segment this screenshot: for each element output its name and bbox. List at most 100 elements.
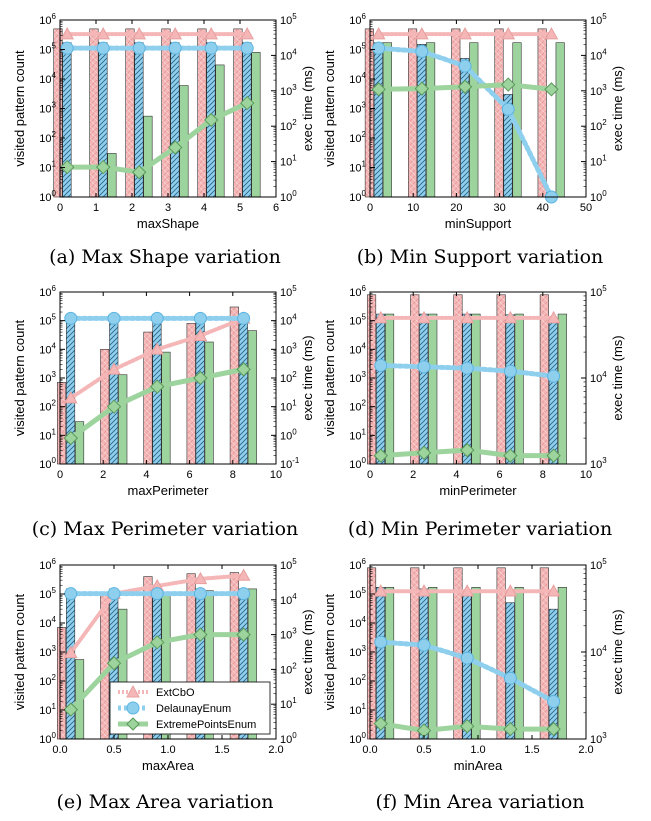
point-ExtCbO-3 [503,310,518,324]
bar-DelaunayEnum-1 [419,588,429,740]
bar-DelaunayEnum-1 [417,44,427,198]
y-tick-label: 102 [39,673,56,688]
bar-DelaunayEnum-3 [505,602,515,740]
x-tick-label: 2.0 [578,744,593,756]
x-tick-label: 0 [367,469,373,481]
y-tick-label: 104 [39,71,56,86]
point-DelaunayEnum-1 [96,41,110,55]
x-tick-label: 4 [453,469,459,481]
point-ExtCbO-3 [193,328,208,341]
legend-label: DelaunayEnum [156,703,231,715]
x-tick-label: 0 [57,469,63,481]
y-tick-label: 104 [349,71,366,86]
point-DelaunayEnum-4 [547,369,561,383]
bar-ExtremePointsEnum-1 [428,587,438,740]
bar-ExtremePointsEnum-0 [384,313,395,465]
point-DelaunayEnum-1 [417,360,431,374]
x-tick-label: 30 [493,202,505,214]
bar-ExtremePointsEnum-0 [384,587,395,740]
y-tick-label: 104 [349,615,366,630]
bar-ExtremePointsEnum-2 [143,115,153,198]
y2-tick-label: 101 [280,696,297,711]
y2-axis-title: exec time (ms) [610,609,625,694]
legend-marker-ExtremePointsEnum [126,717,140,731]
bar-ExtremePointsEnum-3 [514,587,524,740]
panel-caption: (e) Max Area variation [57,791,274,813]
y2-tick-label: 101 [280,399,297,414]
point-DelaunayEnum-0 [374,635,388,649]
point-ExtremePointsEnum-5 [239,95,255,111]
x-tick-label: 6 [497,469,503,481]
y2-tick-label: 100 [280,427,297,442]
y-tick-label: 105 [349,586,366,601]
panel-caption: (a) Max Shape variation [49,246,281,268]
point-ExtremePointsEnum-1 [106,399,122,414]
y2-tick-label: 102 [280,661,297,676]
x-tick-label: 2 [100,469,106,481]
bar-ExtremePointsEnum-4 [557,587,567,740]
point-ExtremePointsEnum-1 [416,445,432,460]
point-DelaunayEnum-1 [415,44,429,58]
point-DelaunayEnum-3 [501,102,515,116]
bar-DelaunayEnum-3 [170,42,180,198]
y2-tick-label: 100 [590,189,607,204]
y2-tick-label: 105 [280,284,297,299]
point-ExtCbO-3 [501,27,516,40]
x-tick-label: 4 [201,202,207,214]
bar-ExtremePointsEnum-3 [514,313,524,465]
y-tick-label: 105 [39,42,56,57]
point-ExtCbO-2 [460,310,475,324]
point-ExtremePointsEnum-2 [459,442,475,458]
bar-ExtCbO-5 [233,28,243,198]
bar-ExtremePointsEnum-1 [428,313,438,465]
y-tick-label: 104 [349,341,366,356]
legend-marker-ExtCbO [126,684,140,698]
point-ExtremePointsEnum-2 [457,79,473,94]
point-ExtCbO-1 [417,310,431,324]
legend: ExtCbO DelaunayEnum ExtremePointsEnum [109,681,271,735]
bar-ExtremePointsEnum-5 [251,52,261,198]
x-axis-title: minArea [454,758,503,773]
point-ExtCbO-1 [417,584,431,597]
point-DelaunayEnum-0 [64,587,78,601]
y-tick-label: 106 [39,284,56,299]
y2-tick-label: 103 [590,83,607,98]
bar-ExtremePointsEnum-2 [471,313,481,465]
point-DelaunayEnum-1 [417,638,431,652]
y-tick-label: 100 [39,456,56,471]
bar-ExtCbO-3 [161,28,171,198]
y-axis-title: visited pattern count [322,319,337,436]
x-tick-label: 1.0 [160,744,175,756]
x-axis-title: maxPerimeter [128,483,210,498]
x-tick-label: 0.0 [362,744,377,756]
point-ExtCbO-0 [371,27,386,40]
y-tick-label: 100 [39,189,56,204]
x-tick-label: 10 [270,469,282,481]
bar-ExtremePointsEnum-4 [247,330,257,465]
point-ExtremePointsEnum-0 [373,448,389,463]
bar-DelaunayEnum-1 [109,315,119,465]
y2-axis-title: exec time (ms) [300,609,315,694]
point-DelaunayEnum-2 [458,59,472,73]
x-tick-label: 3 [165,202,171,214]
point-ExtremePointsEnum-3 [193,370,208,386]
bar-DelaunayEnum-5 [242,42,252,198]
point-DelaunayEnum-3 [193,311,207,325]
chart-panel-e: 0.0 0.5 1.0 1.5 2.01001011021031041051061001… [12,557,315,813]
y-tick-label: 101 [349,160,366,175]
y-tick-label: 103 [39,101,56,116]
bar-ExtremePointsEnum-0 [382,42,392,198]
bar-ExtCbO-1 [410,294,420,465]
x-tick-label: 0 [367,202,373,214]
y2-tick-label: 104 [590,370,607,385]
bar-DelaunayEnum-4 [548,318,558,465]
y-tick-label: 102 [349,399,366,414]
point-ExtCbO-4 [546,584,561,597]
bar-ExtCbO-3 [186,323,196,465]
y-tick-label: 104 [39,615,56,630]
bar-ExtCbO-0 [56,382,67,465]
point-ExtCbO-1 [96,27,111,40]
chart-panel-a: 0 1 2 3 4 5 6100101102103104105106100101102103… [12,12,315,268]
x-axis-title: minSupport [445,216,512,231]
